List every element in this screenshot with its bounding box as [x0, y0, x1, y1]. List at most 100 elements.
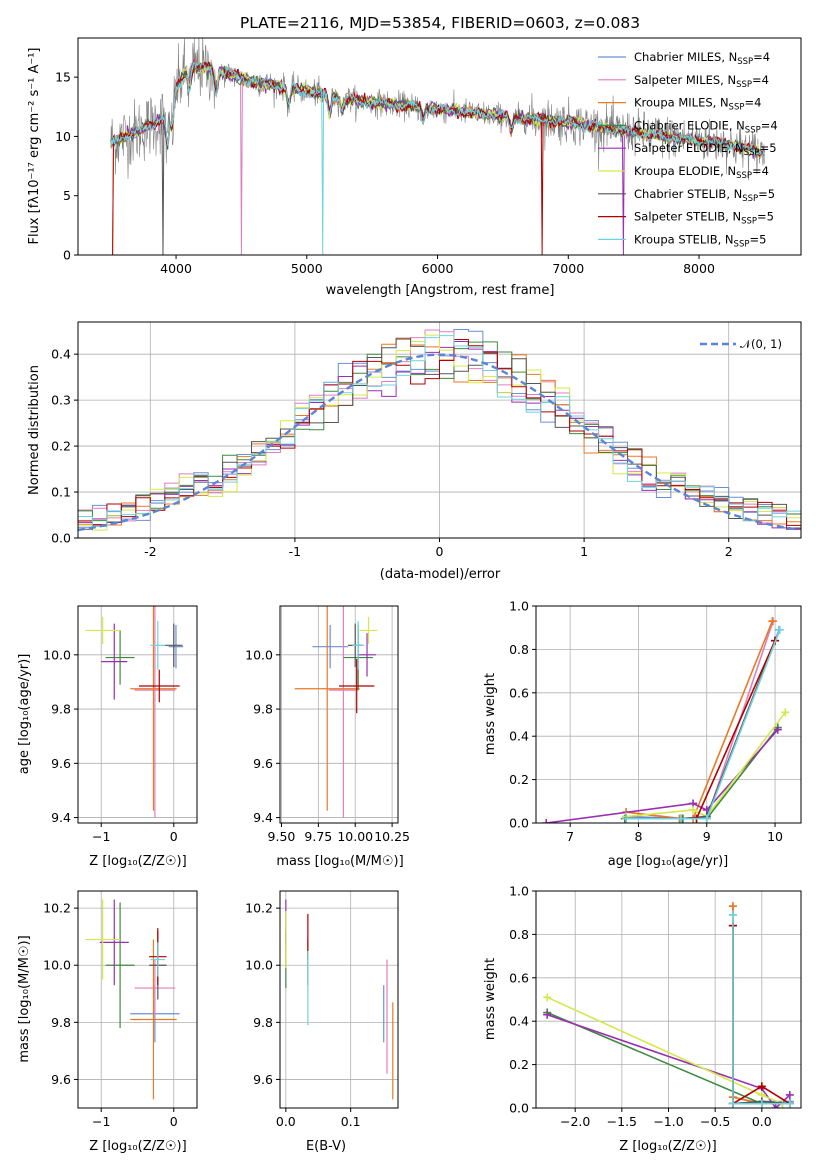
weight-series-line [626, 640, 776, 820]
spectrum-panel: wavelength [Angstrom, rest frame] Flux [… [27, 48, 554, 299]
y-tick-label: 9.8 [253, 1015, 273, 1030]
y-tick-label: 0.8 [509, 927, 529, 942]
residuals-plot-area [78, 328, 801, 538]
x-tick-label: −1.0 [653, 1114, 683, 1129]
x-tick-label: 8000 [683, 261, 715, 276]
y-tick-label: 10.0 [245, 647, 273, 662]
model-spectrum-line [110, 60, 765, 255]
y-tick-label: 10.0 [43, 958, 71, 973]
legend-count: =4 [752, 73, 769, 87]
legend-subscript: SSP [734, 239, 750, 249]
x-tick-label: 0 [170, 1114, 178, 1129]
residual-frame [77, 321, 802, 539]
weight-marker [622, 814, 631, 823]
spectrum-frame [77, 37, 802, 256]
residual-histogram-panel: (data-model)/error Normed distribution [27, 365, 501, 582]
y-tick-label: 9.6 [253, 1072, 273, 1087]
mass-z-ylabel: mass [log₁₀(M/M☉)] [17, 935, 32, 1062]
weight-series-line [626, 711, 786, 818]
y-tick-label: 0 [63, 248, 71, 263]
x-tick-label: −2.0 [560, 1114, 590, 1129]
age-vs-mass-panel: mass [log₁₀(M/M☉)] [276, 854, 403, 869]
mass_vs_EBV-frame [279, 890, 399, 1109]
weight_vs_age-frame [535, 605, 802, 824]
y-tick-label: 0.0 [509, 816, 529, 831]
model-spectrum-line [110, 61, 765, 255]
residual-histogram-line [78, 335, 801, 538]
legend-subscript: SSP [737, 57, 753, 67]
weight-series-line [626, 620, 774, 820]
legend-label: Salpeter MILES, NSSP=4 [634, 73, 769, 90]
weight-age-xlabel: age [log₁₀(age/yr)] [608, 854, 729, 869]
x-tick-label: 9 [703, 829, 711, 844]
weight-age-ylabel: mass weight [483, 673, 498, 755]
mass-ebv-xlabel: E(B-V) [306, 1139, 346, 1154]
weight-series-line [732, 925, 791, 1106]
weight-marker [702, 814, 711, 823]
age-z-xlabel: Z [log₁₀(Z/Z☉)] [89, 854, 186, 869]
y-tick-label: 5 [63, 188, 71, 203]
age_vs_Z-axes: −1 0 9.4 9.6 9.8 10.0 [43, 605, 198, 844]
y-tick-label: 0.4 [509, 1014, 529, 1029]
spectrum-axes: 4000 5000 6000 7000 8000 0 5 10 15 Chabrier MILES… [55, 37, 802, 276]
legend-count: =4 [761, 118, 778, 132]
weight-series-line [732, 914, 790, 1105]
y-tick-label: 10.2 [43, 901, 71, 916]
x-tick-label: -1 [289, 544, 301, 559]
y-tick-label: 0.2 [509, 1057, 529, 1072]
x-tick-label: 7000 [552, 261, 584, 276]
weight-marker [757, 1099, 766, 1108]
legend-label: Kroupa STELIB, NSSP=5 [634, 232, 766, 249]
weight-series-line [626, 620, 774, 820]
x-tick-label: -2 [144, 544, 156, 559]
y-tick-label: 10 [55, 129, 71, 144]
x-tick-label: 4000 [160, 261, 192, 276]
x-tick-label: 0.0 [276, 1114, 296, 1129]
model-spectrum-line [110, 60, 765, 255]
weight_vs_Z-frame [535, 890, 802, 1109]
age_vs_mass-frame [279, 605, 399, 824]
model-spectrum-line [110, 58, 765, 255]
residuals-axes: -2 -1 0 1 2 0.0 0.1 0.2 0.3 0.4 𝒩(0, 1) [51, 321, 802, 559]
residual-xlabel: (data-model)/error [380, 567, 501, 582]
legend-label: Kroupa MILES, NSSP=4 [634, 96, 761, 113]
y-tick-label: 9.8 [51, 702, 71, 717]
mass_vs_Z-axes: −1 0 9.6 9.8 10.0 10.2 [43, 890, 198, 1129]
weight-series-line [732, 925, 790, 1105]
y-tick-label: 0.1 [51, 485, 71, 500]
model-spectrum-line [110, 57, 765, 255]
y-tick-label: 0.6 [509, 970, 529, 985]
weight-marker [542, 819, 551, 823]
legend-subscript: SSP [729, 103, 745, 113]
x-tick-label: 10.00 [337, 829, 373, 844]
x-tick-label: 5000 [291, 261, 323, 276]
weight-marker [773, 725, 782, 734]
age-z-ylabel: age [log₁₀(age/yr)] [17, 654, 32, 775]
legend-subscript: SSP [742, 194, 758, 204]
y-tick-label: 9.6 [253, 756, 273, 771]
x-tick-label: −1.5 [607, 1114, 637, 1129]
y-tick-label: 0.3 [51, 393, 71, 408]
x-tick-label: 9.75 [304, 829, 332, 844]
legend-label: Salpeter ELODIE, NSSP=5 [634, 141, 777, 158]
weight-vs-age-panel: age [log₁₀(age/yr)] mass weight [483, 673, 728, 869]
weight-marker [785, 1099, 794, 1108]
y-tick-label: 0.8 [509, 642, 529, 657]
weight_vs_age-plot-area [542, 617, 790, 823]
x-tick-label: 2 [725, 544, 733, 559]
weight-marker [775, 625, 784, 634]
y-tick-label: 9.4 [253, 810, 273, 825]
spectrum-plot-area [110, 38, 765, 255]
y-tick-label: 15 [55, 70, 71, 85]
legend-label: Chabrier ELODIE, NSSP=4 [634, 118, 778, 135]
y-tick-label: 9.6 [51, 756, 71, 771]
legend-subscript: SSP [736, 80, 752, 90]
legend-count: =4 [753, 50, 770, 64]
spectrum-title: PLATE=2116, MJD=53854, FIBERID=0603, z=0… [240, 14, 640, 32]
legend-subscript: SSP [741, 217, 757, 227]
y-tick-label: 0.0 [509, 1101, 529, 1116]
legend-label: Chabrier MILES, NSSP=4 [634, 50, 770, 67]
weight-marker [768, 617, 777, 626]
legend-count: =5 [758, 187, 775, 201]
